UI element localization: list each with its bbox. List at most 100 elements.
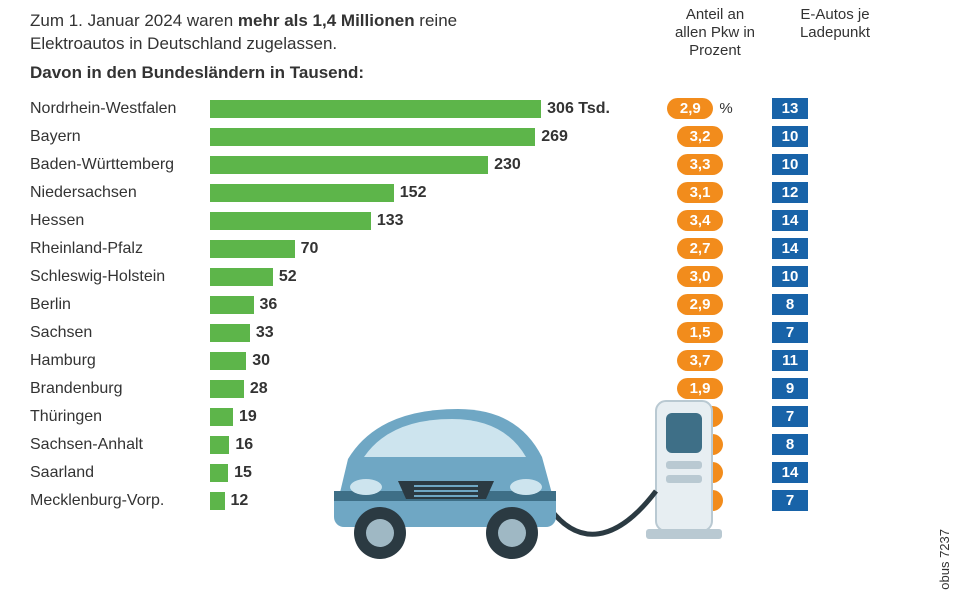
state-label: Hamburg bbox=[30, 352, 210, 370]
bar-value: 152 bbox=[400, 184, 427, 202]
ladepunkt-box: 14 bbox=[772, 462, 808, 483]
intro-bold: mehr als 1,4 Millionen bbox=[238, 11, 415, 30]
state-label: Mecklenburg-Vorp. bbox=[30, 492, 210, 510]
state-label: Rheinland-Pfalz bbox=[30, 240, 210, 258]
percent-pill: 1,3 bbox=[677, 434, 723, 455]
bar-area: 70 bbox=[210, 240, 610, 258]
header-ladepunkt: E-Autos je Ladepunkt bbox=[790, 6, 880, 60]
bar-value: 306 Tsd. bbox=[547, 100, 610, 118]
intro-prefix: Zum 1. Januar 2024 waren bbox=[30, 11, 238, 30]
percent-pill: 2,3 bbox=[677, 462, 723, 483]
percent-pill: 1,4 bbox=[677, 490, 723, 511]
percent-cell: 3,7 bbox=[650, 350, 750, 371]
header-percent: Anteil an allen Pkw in Prozent bbox=[670, 6, 760, 60]
percent-pill: 3,4 bbox=[677, 210, 723, 231]
bar bbox=[210, 464, 228, 482]
percent-cell: 3,2 bbox=[650, 126, 750, 147]
bar-area: 52 bbox=[210, 268, 610, 286]
data-row: Mecklenburg-Vorp. 12 1,4 7 bbox=[30, 487, 930, 515]
bar-chart: Nordrhein-Westfalen306 Tsd.2,9%13Bayern2… bbox=[30, 95, 930, 515]
ladepunkt-cell: 8 bbox=[750, 294, 830, 315]
percent-pill: 3,3 bbox=[677, 154, 723, 175]
bar-value: 28 bbox=[250, 380, 268, 398]
ladepunkt-cell: 11 bbox=[750, 350, 830, 371]
data-row: Hessen1333,414 bbox=[30, 207, 930, 235]
state-label: Schleswig-Holstein bbox=[30, 268, 210, 286]
data-row: Niedersachsen1523,112 bbox=[30, 179, 930, 207]
state-label: Niedersachsen bbox=[30, 184, 210, 202]
ladepunkt-box: 10 bbox=[772, 126, 808, 147]
state-label: Sachsen bbox=[30, 324, 210, 342]
bar-area: 133 bbox=[210, 212, 610, 230]
ladepunkt-box: 10 bbox=[772, 266, 808, 287]
bar bbox=[210, 268, 273, 286]
ladepunkt-box: 7 bbox=[772, 490, 808, 511]
data-row: Saarland152,314 bbox=[30, 459, 930, 487]
bar bbox=[210, 492, 225, 510]
percent-pill: 1,5 bbox=[677, 322, 723, 343]
state-label: Baden-Württemberg bbox=[30, 156, 210, 174]
percent-cell: 1,9 bbox=[650, 378, 750, 399]
ladepunkt-cell: 10 bbox=[750, 126, 830, 147]
data-row: Bayern2693,210 bbox=[30, 123, 930, 151]
column-headers: Anteil an allen Pkw in Prozent E-Autos j… bbox=[670, 6, 880, 60]
percent-pill: 3,2 bbox=[677, 126, 723, 147]
ladepunkt-cell: 10 bbox=[750, 154, 830, 175]
percent-cell: 3,4 bbox=[650, 210, 750, 231]
percent-cell: 3,3 bbox=[650, 154, 750, 175]
data-row: Baden-Württemberg 230 3,3 10 bbox=[30, 151, 930, 179]
bar bbox=[210, 436, 229, 454]
ladepunkt-box: 11 bbox=[772, 350, 808, 371]
bar bbox=[210, 296, 254, 314]
ladepunkt-box: 7 bbox=[772, 406, 808, 427]
ladepunkt-cell: 14 bbox=[750, 462, 830, 483]
bar-area: 15 bbox=[210, 464, 610, 482]
percent-pill: 2,9 bbox=[667, 98, 713, 119]
ladepunkt-box: 14 bbox=[772, 210, 808, 231]
bar bbox=[210, 212, 371, 230]
state-label: Sachsen-Anhalt bbox=[30, 436, 210, 454]
state-label: Thüringen bbox=[30, 408, 210, 426]
percent-cell: 2,9 bbox=[650, 294, 750, 315]
ladepunkt-box: 10 bbox=[772, 154, 808, 175]
bar bbox=[210, 128, 535, 146]
percent-cell: 1,4 bbox=[650, 490, 750, 511]
percent-pill: 3,0 bbox=[677, 266, 723, 287]
ladepunkt-cell: 7 bbox=[750, 322, 830, 343]
ladepunkt-cell: 13 bbox=[750, 98, 830, 119]
bar-value: 52 bbox=[279, 268, 297, 286]
ladepunkt-box: 8 bbox=[772, 434, 808, 455]
ladepunkt-box: 14 bbox=[772, 238, 808, 259]
bar-area: 36 bbox=[210, 296, 610, 314]
ladepunkt-box: 12 bbox=[772, 182, 808, 203]
bar-value: 230 bbox=[494, 156, 521, 174]
bar-area: 269 bbox=[210, 128, 610, 146]
bar-area: 306 Tsd. bbox=[210, 100, 610, 118]
bar-value: 15 bbox=[234, 464, 252, 482]
state-label: Brandenburg bbox=[30, 380, 210, 398]
bar bbox=[210, 380, 244, 398]
data-row: Sachsen-Anhalt16 1,3 8 bbox=[30, 431, 930, 459]
percent-cell: 2,3 bbox=[650, 462, 750, 483]
data-row: Rheinland-Pfalz702,714 bbox=[30, 235, 930, 263]
percent-cell: 1,3 bbox=[650, 434, 750, 455]
ladepunkt-box: 7 bbox=[772, 322, 808, 343]
data-row: Nordrhein-Westfalen306 Tsd.2,9%13 bbox=[30, 95, 930, 123]
data-row: Berlin36 2,9 8 bbox=[30, 291, 930, 319]
bar-area: 33 bbox=[210, 324, 610, 342]
ladepunkt-cell: 12 bbox=[750, 182, 830, 203]
bar-area: 16 bbox=[210, 436, 610, 454]
intro-text: Zum 1. Januar 2024 waren mehr als 1,4 Mi… bbox=[30, 10, 490, 56]
bar-value: 12 bbox=[231, 492, 249, 510]
bar bbox=[210, 240, 295, 258]
ladepunkt-cell: 8 bbox=[750, 434, 830, 455]
ladepunkt-box: 8 bbox=[772, 294, 808, 315]
bar-area: 230 bbox=[210, 156, 610, 174]
bar-value: 30 bbox=[252, 352, 270, 370]
data-row: Brandenburg 28 1,9 9 bbox=[30, 375, 930, 403]
state-label: Berlin bbox=[30, 296, 210, 314]
bar-area: 28 bbox=[210, 380, 610, 398]
ladepunkt-box: 9 bbox=[772, 378, 808, 399]
bar-area: 30 bbox=[210, 352, 610, 370]
ladepunkt-cell: 7 bbox=[750, 490, 830, 511]
